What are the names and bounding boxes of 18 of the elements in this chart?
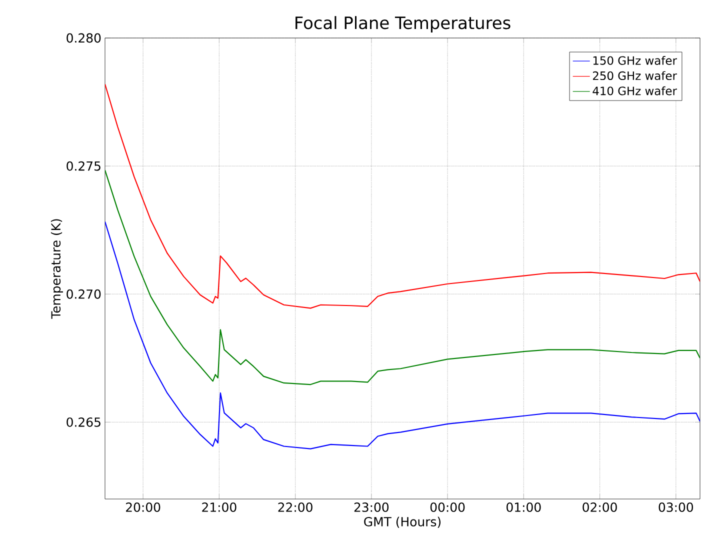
y-tick-label: 0.275 bbox=[66, 161, 100, 171]
chart-title: Focal Plane Temperatures bbox=[296, 16, 510, 32]
x-tick-label: 21:00 bbox=[202, 502, 236, 512]
y-tick-label: 0.270 bbox=[66, 289, 101, 299]
y-axis-title: Temperature (K) bbox=[50, 219, 63, 319]
x-tick-label: 00:00 bbox=[430, 502, 465, 512]
legend-label: 410 GHz wafer bbox=[592, 86, 677, 96]
x-tick-label: 22:00 bbox=[278, 502, 312, 512]
x-tick-label: 20:00 bbox=[126, 502, 160, 512]
x-tick-label: 23:00 bbox=[354, 502, 389, 512]
x-tick-label: 01:00 bbox=[506, 502, 541, 512]
y-tick-label: 0.265 bbox=[66, 417, 100, 427]
legend-label: 150 GHz wafer bbox=[593, 56, 677, 65]
legend-label: 250 GHz wafer bbox=[592, 71, 677, 80]
x-axis-title: GMT (Hours) bbox=[364, 516, 441, 528]
y-tick-label: 0.280 bbox=[66, 33, 101, 43]
x-tick-label: 02:00 bbox=[582, 502, 617, 512]
x-tick-label: 03:00 bbox=[658, 502, 694, 512]
